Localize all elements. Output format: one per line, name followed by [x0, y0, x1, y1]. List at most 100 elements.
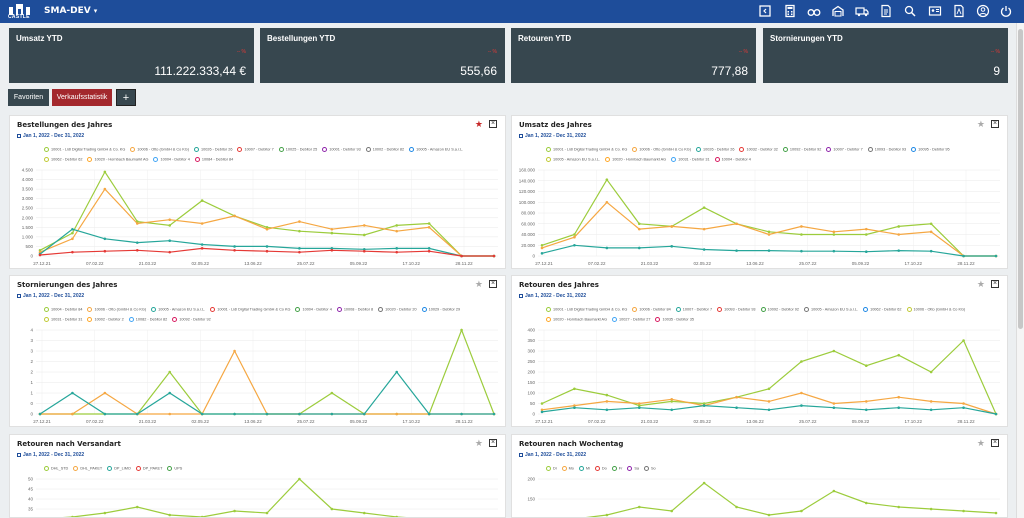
favorite-star-icon[interactable]: ★	[976, 438, 985, 448]
favorite-star-icon[interactable]: ★	[976, 279, 985, 289]
legend-item[interactable]: DHL_PAKET	[73, 465, 102, 471]
calculator-icon[interactable]	[783, 4, 797, 18]
legend-item[interactable]: 10031 - Debitor 31	[671, 157, 710, 162]
data-point[interactable]	[605, 400, 609, 403]
data-point[interactable]	[962, 406, 965, 409]
data-point[interactable]	[637, 246, 641, 250]
data-point[interactable]	[103, 170, 107, 174]
data-point[interactable]	[897, 395, 901, 399]
legend-item[interactable]: 10005 - Amazon EU S.a.r.L.	[804, 306, 858, 312]
legend-item[interactable]: UPS	[167, 465, 182, 471]
data-point[interactable]	[298, 412, 301, 416]
date-range-picker[interactable]: Jan 1, 2022 - Dec 31, 2022	[17, 133, 84, 139]
legend-item[interactable]: 10092 - Debitor 92	[782, 146, 821, 152]
legend-item[interactable]: 10001 - Lidl Digital Trading GmbH & Co. …	[546, 306, 627, 312]
data-point[interactable]	[103, 412, 107, 416]
legend-item[interactable]: 10004 - Debitor 4	[295, 306, 332, 312]
data-point[interactable]	[200, 199, 204, 202]
data-point[interactable]	[395, 224, 399, 227]
data-point[interactable]	[103, 187, 107, 191]
data-point[interactable]	[832, 406, 836, 409]
data-point[interactable]	[103, 391, 107, 395]
legend-item[interactable]: 10027 - Debitor 27	[612, 317, 650, 322]
data-point[interactable]	[994, 254, 998, 258]
data-point[interactable]	[605, 200, 609, 204]
castle-logo[interactable]: CASTLE	[8, 3, 32, 20]
legend-item[interactable]: 10005 - Amazon EU S.a.r.L.	[151, 306, 205, 312]
data-point[interactable]	[200, 243, 204, 246]
data-point[interactable]	[670, 400, 674, 403]
data-point[interactable]	[605, 178, 609, 181]
data-point[interactable]	[800, 233, 803, 236]
legend-item[interactable]: 10029 - Debitor 29	[421, 306, 460, 312]
data-point[interactable]	[103, 237, 107, 241]
data-point[interactable]	[540, 246, 544, 250]
legend-item[interactable]: Sa	[627, 465, 639, 471]
data-point[interactable]	[168, 391, 172, 395]
data-point[interactable]	[362, 412, 366, 416]
data-point[interactable]	[767, 249, 771, 252]
data-point[interactable]	[200, 247, 204, 250]
data-point[interactable]	[362, 248, 366, 251]
sidebar-toggle-icon[interactable]	[758, 4, 772, 18]
data-point[interactable]	[832, 249, 836, 253]
close-panel-button[interactable]: ×	[489, 120, 497, 128]
data-point[interactable]	[637, 402, 641, 405]
data-point[interactable]	[962, 509, 965, 513]
data-point[interactable]	[929, 400, 933, 403]
favorite-star-icon[interactable]: ★	[474, 279, 483, 289]
legend-item[interactable]: 10005 - Amazon EU S.a.r.L.	[409, 146, 463, 152]
data-point[interactable]	[71, 237, 74, 241]
data-point[interactable]	[298, 477, 301, 481]
data-point[interactable]	[670, 398, 674, 401]
data-point[interactable]	[994, 511, 998, 515]
data-point[interactable]	[573, 387, 576, 391]
data-point[interactable]	[832, 230, 836, 234]
data-point[interactable]	[71, 391, 74, 395]
legend-item[interactable]: So	[644, 465, 656, 471]
data-point[interactable]	[605, 513, 609, 517]
data-point[interactable]	[929, 222, 933, 226]
data-point[interactable]	[767, 400, 771, 403]
data-point[interactable]	[38, 253, 42, 257]
data-point[interactable]	[395, 412, 399, 416]
data-point[interactable]	[38, 250, 42, 254]
pdf-file-icon[interactable]	[952, 4, 966, 18]
data-point[interactable]	[492, 254, 496, 258]
tab-verkaufsstatistik[interactable]: Verkaufsstatistik	[52, 89, 112, 106]
legend-item[interactable]: 10001 - Lidl Digital Trading GmbH & Co. …	[44, 146, 125, 152]
data-point[interactable]	[735, 249, 738, 252]
user-icon[interactable]	[976, 4, 990, 18]
legend-item[interactable]: 10020 - Hornbach Baumarkt AG	[605, 157, 666, 162]
legend-item[interactable]: 10095 - Debitor 95	[911, 146, 950, 152]
legend-item[interactable]: 10020 - Hornbach Baumarkt AG	[546, 317, 607, 322]
data-point[interactable]	[200, 412, 204, 416]
data-point[interactable]	[800, 360, 803, 363]
date-range-picker[interactable]: Jan 1, 2022 - Dec 31, 2022	[519, 133, 586, 139]
data-point[interactable]	[670, 509, 674, 513]
data-point[interactable]	[767, 233, 771, 236]
legend-item[interactable]: 10004 - Debitor 4	[714, 157, 751, 162]
data-point[interactable]	[395, 370, 399, 374]
data-point[interactable]	[573, 404, 576, 407]
data-point[interactable]	[135, 222, 139, 225]
scrollbar-thumb[interactable]	[1018, 29, 1023, 329]
data-point[interactable]	[573, 235, 576, 239]
favorite-star-icon[interactable]: ★	[474, 119, 483, 129]
data-point[interactable]	[427, 249, 431, 253]
data-point[interactable]	[962, 254, 965, 258]
data-point[interactable]	[800, 404, 803, 407]
legend-item[interactable]: 10062 - Debitor 62	[44, 157, 82, 162]
legend-item[interactable]: 10093 - Debitor 93	[867, 146, 906, 152]
data-point[interactable]	[573, 406, 576, 409]
data-point[interactable]	[864, 501, 868, 505]
legend-item[interactable]: DHL_STD	[44, 465, 68, 471]
favorite-star-icon[interactable]: ★	[474, 438, 483, 448]
data-point[interactable]	[233, 509, 236, 513]
data-point[interactable]	[168, 224, 172, 227]
data-point[interactable]	[492, 412, 496, 416]
series-line[interactable]	[541, 339, 997, 415]
data-point[interactable]	[200, 515, 204, 518]
legend-item[interactable]: 10020 - Hornbach Baumarkt AG	[87, 157, 148, 162]
legend-item[interactable]: 10031 - Debitor 31	[44, 317, 82, 322]
